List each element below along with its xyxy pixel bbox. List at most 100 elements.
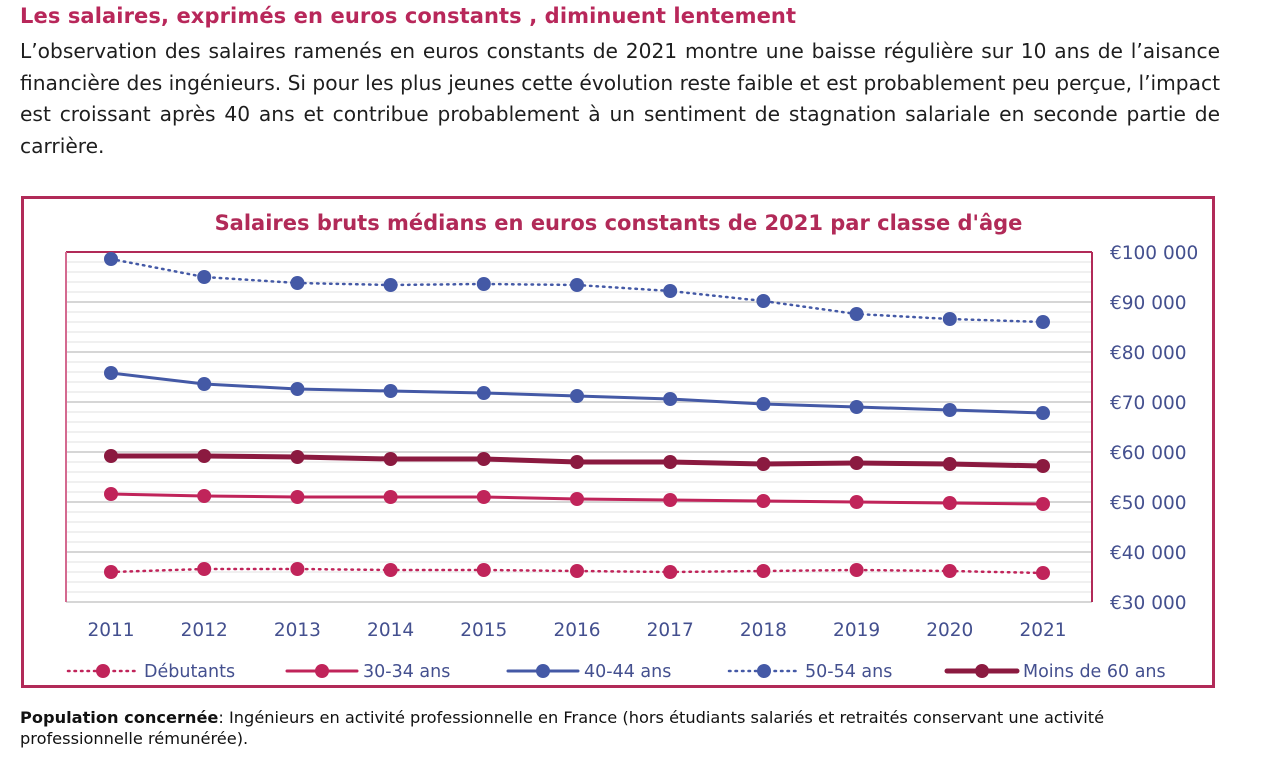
data-point	[942, 312, 957, 326]
x-tick-label: 2017	[647, 620, 694, 641]
data-point	[104, 565, 118, 579]
legend-item: 50-54 ans	[727, 662, 892, 682]
data-point	[290, 562, 305, 576]
legend-swatch-marker	[975, 664, 989, 678]
data-point	[1036, 566, 1050, 580]
series-d-butants	[104, 562, 1050, 580]
data-point	[383, 384, 398, 398]
y-tick-label: €100 000	[1110, 243, 1198, 264]
footnote: Population concernée: Ingénieurs en acti…	[20, 707, 1220, 749]
data-point	[663, 455, 678, 469]
data-point	[849, 400, 864, 414]
data-point	[197, 489, 212, 503]
data-point	[104, 366, 118, 380]
data-point	[663, 284, 678, 298]
chart-title: Salaires bruts médians en euros constant…	[214, 211, 1023, 235]
data-point	[383, 452, 398, 466]
data-point	[756, 294, 771, 308]
x-tick-label: 2015	[460, 620, 507, 641]
series-50-54-ans	[104, 252, 1050, 329]
legend-item: Débutants	[66, 662, 235, 682]
data-point	[570, 278, 584, 292]
y-tick-label: €30 000	[1110, 593, 1187, 614]
legend-label: 50-54 ans	[805, 662, 892, 682]
x-tick-label: 2018	[740, 620, 787, 641]
data-point	[1036, 497, 1050, 511]
legend-label: Débutants	[144, 662, 235, 682]
footnote-text: : Ingénieurs en activité professionnelle…	[20, 708, 1105, 748]
x-tick-label: 2012	[181, 620, 228, 641]
data-point	[849, 456, 864, 470]
data-point	[290, 450, 305, 464]
data-point	[290, 276, 305, 290]
data-point	[383, 563, 398, 577]
series-30-34-ans	[104, 487, 1050, 511]
series-40-44-ans	[104, 366, 1050, 420]
data-point	[663, 392, 678, 406]
plot-area-border	[65, 251, 1093, 602]
data-point	[104, 449, 118, 463]
data-point	[942, 496, 957, 510]
data-point	[756, 397, 771, 411]
data-point	[570, 492, 584, 506]
y-tick-label: €60 000	[1110, 443, 1187, 464]
data-point	[476, 386, 491, 400]
data-point	[756, 457, 771, 471]
data-point	[663, 493, 678, 507]
x-tick-label: 2019	[833, 620, 880, 641]
data-point	[383, 278, 398, 292]
legend-item: 40-44 ans	[506, 662, 671, 682]
data-point	[104, 252, 118, 266]
y-tick-label: €80 000	[1110, 343, 1187, 364]
data-point	[383, 490, 398, 504]
legend-item: 30-34 ans	[285, 662, 450, 682]
data-point	[1036, 406, 1050, 420]
data-point	[476, 452, 491, 466]
data-point	[570, 455, 584, 469]
y-axis-ticks: €100 000 €90 000 €80 000 €70 000 €60 000 €50 …	[1110, 243, 1198, 614]
data-point	[476, 277, 491, 291]
legend-swatch-marker	[96, 664, 110, 678]
data-point	[849, 563, 864, 577]
legend: Débutants 30-34 ans 40-44 ans 50-54 ans Moin…	[66, 662, 1166, 682]
data-point	[197, 562, 212, 576]
data-point	[849, 495, 864, 509]
x-axis-ticks: 2011 2012 2013 2014 2015 2016 2017 2018 2019 2020…	[87, 620, 1066, 641]
data-point	[570, 389, 584, 403]
series-moins-de-60-ans	[104, 449, 1050, 473]
legend-swatch-marker	[757, 664, 771, 678]
x-tick-label: 2016	[553, 620, 600, 641]
data-point	[663, 565, 678, 579]
data-point	[570, 564, 584, 578]
y-tick-label: €50 000	[1110, 493, 1187, 514]
y-tick-label: €90 000	[1110, 293, 1187, 314]
data-point	[1036, 315, 1050, 329]
data-point	[197, 449, 212, 463]
intro-paragraph: L’observation des salaires ramenés en eu…	[20, 39, 1220, 158]
legend-label: 40-44 ans	[584, 662, 671, 682]
data-point	[756, 564, 771, 578]
legend-swatch-marker	[315, 664, 329, 678]
section-heading: Les salaires, exprimés en euros constant…	[20, 4, 797, 28]
chart-frame	[21, 196, 1215, 688]
footnote-label: Population concernée	[20, 708, 219, 727]
data-point	[104, 487, 118, 501]
legend-swatch-marker	[536, 664, 550, 678]
x-tick-label: 2013	[274, 620, 321, 641]
legend-item: Moins de 60 ans	[944, 662, 1166, 682]
data-point	[942, 403, 957, 417]
data-point	[849, 307, 864, 321]
series-line	[109, 567, 1045, 575]
x-tick-label: 2020	[926, 620, 973, 641]
data-point	[290, 382, 305, 396]
series-layer	[104, 252, 1050, 580]
legend-label: 30-34 ans	[363, 662, 450, 682]
gridlines	[66, 251, 1092, 603]
data-point	[476, 563, 491, 577]
y-tick-label: €70 000	[1110, 393, 1187, 414]
x-tick-label: 2014	[367, 620, 414, 641]
data-point	[290, 490, 305, 504]
data-point	[197, 270, 212, 284]
legend-label: Moins de 60 ans	[1023, 662, 1166, 682]
